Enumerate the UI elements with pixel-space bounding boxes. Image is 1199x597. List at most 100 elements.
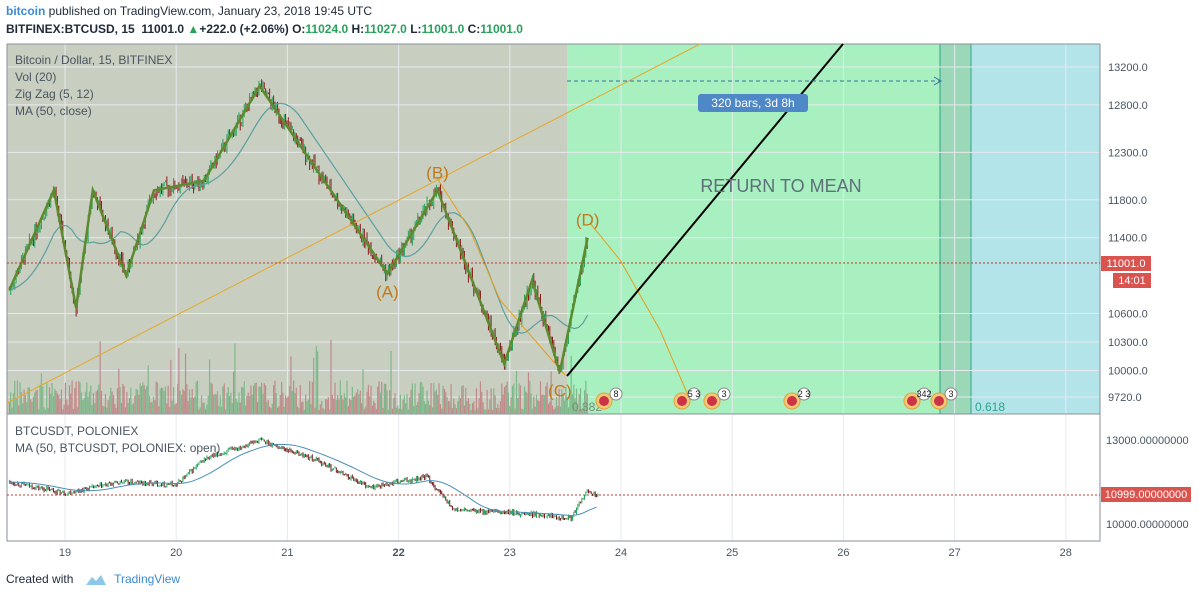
- volume-bar: [140, 386, 143, 414]
- volume-bar: [154, 400, 156, 414]
- volume-bar: [142, 382, 144, 414]
- volume-bar: [42, 386, 44, 414]
- volume-bar: [315, 345, 317, 414]
- volume-bar: [386, 390, 388, 414]
- volume-bar: [222, 386, 224, 414]
- wave-label: (B): [426, 163, 449, 182]
- volume-bar: [19, 382, 21, 414]
- volume-bar: [526, 393, 528, 414]
- volume-bar: [104, 394, 107, 414]
- volume-bar: [118, 368, 120, 414]
- volume-bar: [156, 382, 159, 414]
- volume-bar: [186, 384, 188, 414]
- tradingview-link[interactable]: TradingView: [114, 572, 181, 586]
- volume-bar: [8, 402, 10, 414]
- x-tick-label: 27: [948, 547, 960, 559]
- volume-bar: [263, 383, 265, 414]
- economic-event-icon[interactable]: 3: [703, 387, 731, 410]
- volume-bar: [562, 396, 564, 414]
- volume-bar: [269, 406, 271, 414]
- volume-bar: [152, 396, 155, 414]
- legend-item[interactable]: Bitcoin / Dollar, 15, BITFINEX: [15, 53, 172, 67]
- economic-event-icon[interactable]: 2 3: [783, 387, 811, 410]
- volume-bar: [10, 392, 12, 414]
- volume-bar: [39, 384, 41, 414]
- volume-bar: [248, 396, 251, 414]
- volume-bar: [442, 385, 444, 414]
- volume-bar: [160, 387, 163, 414]
- volume-bar: [92, 392, 95, 414]
- price-change: +222.0 (+2.06%): [199, 22, 289, 36]
- volume-bar: [147, 365, 149, 414]
- volume-bar: [108, 396, 111, 414]
- economic-event-icon[interactable]: 342: [903, 387, 932, 410]
- event-count: 8: [613, 389, 618, 399]
- volume-bar: [210, 382, 212, 414]
- volume-bar: [462, 385, 464, 414]
- economic-event-icon[interactable]: 3: [930, 387, 958, 410]
- volume-bar: [255, 382, 257, 414]
- volume-bar: [403, 395, 405, 414]
- sub-legend-item[interactable]: BTCUSDT, POLONIEX: [15, 424, 138, 438]
- event-count: 2 3: [798, 389, 811, 399]
- volume-bar: [319, 404, 321, 414]
- volume-bar: [243, 381, 245, 414]
- volume-bar: [331, 394, 333, 414]
- volume-bar: [239, 402, 241, 414]
- volume-bar: [451, 408, 454, 414]
- legend-item[interactable]: Zig Zag (5, 12): [15, 87, 94, 101]
- y-tick-label: 13200.0: [1108, 62, 1148, 74]
- volume-bar: [361, 403, 363, 414]
- volume-bar: [303, 409, 305, 414]
- chart-area[interactable]: 320 bars, 3d 8h RETURN TO MEAN (A) (B) (C)…: [0, 0, 1199, 560]
- volume-bar: [425, 404, 427, 414]
- sub-pane[interactable]: [6, 413, 1101, 542]
- volume-bar: [393, 398, 395, 414]
- last-price: 11001.0: [141, 22, 185, 36]
- legend-item[interactable]: Vol (20): [15, 70, 56, 84]
- volume-bar: [183, 390, 185, 414]
- volume-bar: [110, 387, 112, 414]
- volume-bar: [231, 402, 233, 414]
- volume-bar: [378, 381, 380, 414]
- volume-bar: [50, 393, 52, 414]
- volume-bar: [549, 401, 551, 414]
- volume-bar: [397, 405, 399, 414]
- volume-bar: [266, 401, 268, 414]
- x-tick-label: 24: [615, 547, 627, 559]
- volume-bar: [557, 405, 559, 414]
- economic-event-icon[interactable]: 5 3: [673, 387, 701, 410]
- sub-legend-item[interactable]: MA (50, BTCUSDT, POLONIEX: open): [15, 441, 220, 455]
- volume-bar: [170, 359, 172, 414]
- author-link[interactable]: bitcoin: [6, 4, 46, 18]
- event-count: 5 3: [688, 389, 701, 399]
- volume-bar: [567, 407, 570, 414]
- volume-bar: [194, 396, 196, 414]
- volume-bar: [112, 395, 115, 414]
- volume-bar: [474, 409, 476, 414]
- volume-bar: [582, 403, 584, 414]
- volume-bar: [383, 383, 385, 414]
- volume-bar: [310, 403, 312, 414]
- legend-item[interactable]: MA (50, close): [15, 104, 92, 118]
- x-tick-label: 28: [1060, 547, 1072, 559]
- volume-bar: [569, 396, 571, 414]
- low-label: L:: [410, 22, 422, 36]
- volume-bar: [302, 401, 304, 414]
- event-count: 3: [948, 389, 953, 399]
- volume-bar: [262, 393, 264, 414]
- volume-bar: [494, 395, 496, 414]
- volume-bar: [102, 405, 104, 414]
- volume-bar: [180, 394, 183, 414]
- economic-event-icon[interactable]: 8: [595, 387, 623, 410]
- volume-bar: [12, 393, 15, 414]
- volume-bar: [477, 408, 479, 414]
- range-label: 320 bars, 3d 8h: [711, 96, 794, 110]
- volume-bar: [232, 371, 235, 414]
- volume-bar: [523, 386, 526, 414]
- volume-bar: [31, 401, 33, 414]
- volume-bar: [163, 390, 165, 414]
- volume-bar: [98, 384, 100, 414]
- volume-bar: [314, 407, 316, 414]
- volume-bar: [429, 405, 431, 414]
